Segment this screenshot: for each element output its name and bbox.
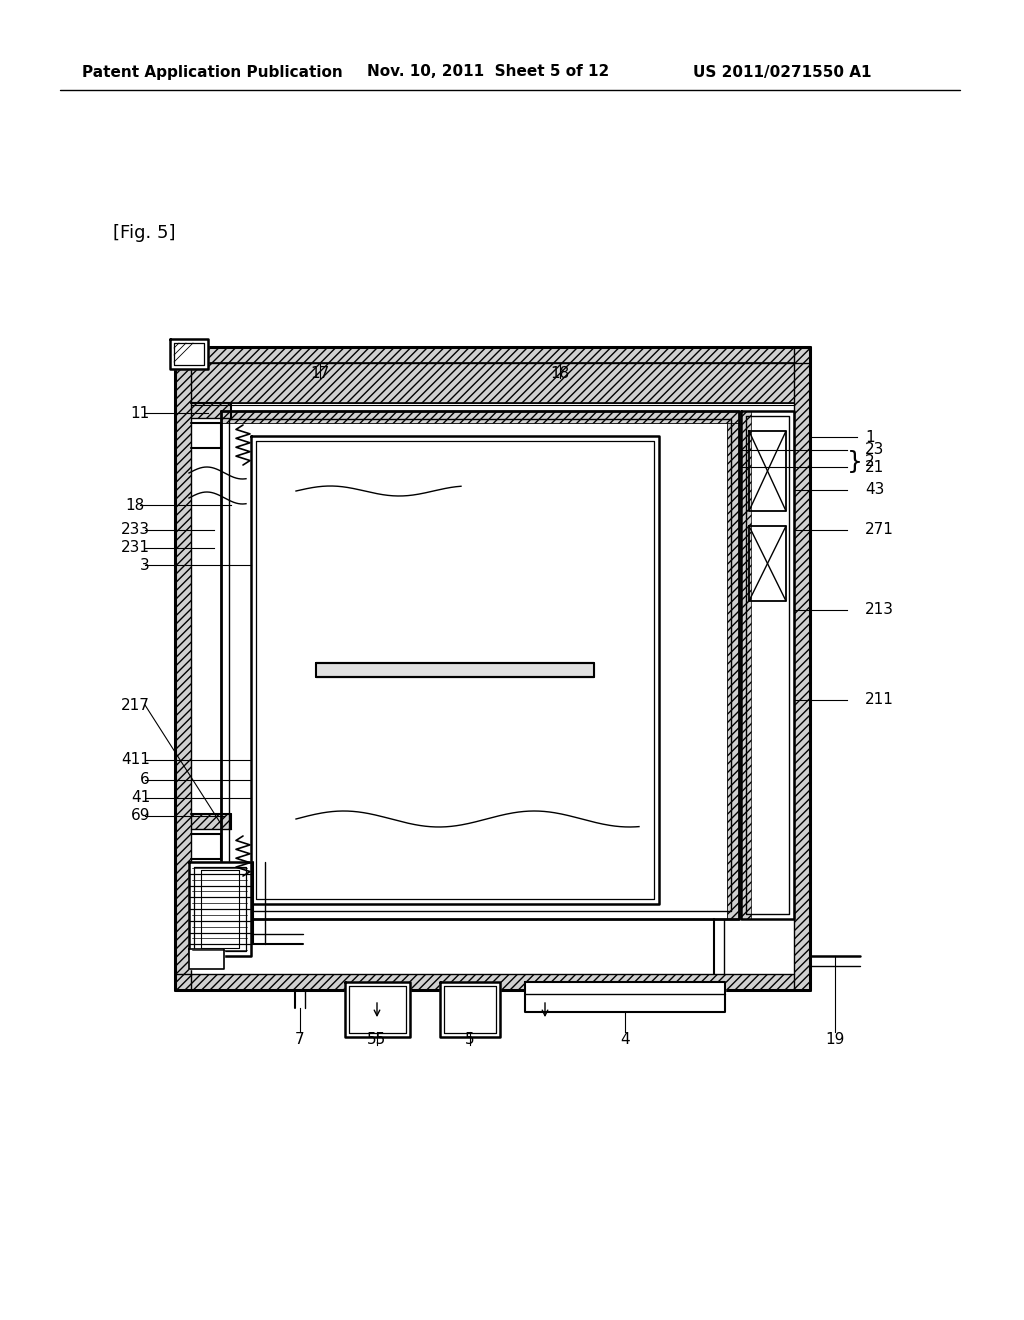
Text: 19: 19 <box>825 1032 845 1048</box>
Polygon shape <box>170 339 208 370</box>
Text: 271: 271 <box>865 523 894 537</box>
Polygon shape <box>525 982 725 1012</box>
Bar <box>727 411 739 919</box>
Text: 11: 11 <box>131 405 150 421</box>
Bar <box>191 363 794 403</box>
Bar <box>191 814 231 829</box>
Text: 1: 1 <box>865 429 874 445</box>
Text: [Fig. 5]: [Fig. 5] <box>113 224 175 242</box>
Bar <box>191 403 231 418</box>
Polygon shape <box>189 932 251 944</box>
Text: 233: 233 <box>121 523 150 537</box>
Text: 6: 6 <box>140 772 150 788</box>
Polygon shape <box>189 874 251 886</box>
Text: 55: 55 <box>368 1032 387 1048</box>
Bar <box>741 411 751 919</box>
Text: 7: 7 <box>295 1032 305 1048</box>
Polygon shape <box>440 982 500 1038</box>
Bar <box>794 347 810 990</box>
Text: 211: 211 <box>865 693 894 708</box>
Text: 2: 2 <box>865 454 874 470</box>
Text: 411: 411 <box>121 752 150 767</box>
Text: 18: 18 <box>126 498 145 512</box>
Polygon shape <box>189 862 251 874</box>
Text: Nov. 10, 2011  Sheet 5 of 12: Nov. 10, 2011 Sheet 5 of 12 <box>367 65 609 79</box>
Polygon shape <box>189 886 251 898</box>
Text: }: } <box>847 450 863 474</box>
Text: 213: 213 <box>865 602 894 618</box>
Text: 21: 21 <box>865 459 885 474</box>
Text: US 2011/0271550 A1: US 2011/0271550 A1 <box>693 65 871 79</box>
Polygon shape <box>189 949 224 969</box>
Polygon shape <box>345 982 410 1038</box>
Text: 41: 41 <box>131 791 150 805</box>
Text: 69: 69 <box>130 808 150 824</box>
Bar <box>175 974 810 990</box>
Text: 3: 3 <box>140 557 150 573</box>
Text: 18: 18 <box>550 366 569 380</box>
Text: 43: 43 <box>865 483 885 498</box>
Text: 4: 4 <box>621 1032 630 1048</box>
Text: 17: 17 <box>310 366 330 380</box>
Polygon shape <box>189 921 251 932</box>
Polygon shape <box>189 944 251 956</box>
Text: 23: 23 <box>865 442 885 458</box>
Bar <box>175 347 810 363</box>
Text: 5: 5 <box>465 1032 475 1048</box>
Polygon shape <box>189 909 251 921</box>
Bar <box>221 411 739 422</box>
Polygon shape <box>316 663 594 677</box>
Bar <box>175 347 191 990</box>
Text: 231: 231 <box>121 540 150 556</box>
Polygon shape <box>189 898 251 909</box>
Text: Patent Application Publication: Patent Application Publication <box>82 65 343 79</box>
Text: 217: 217 <box>121 697 150 713</box>
